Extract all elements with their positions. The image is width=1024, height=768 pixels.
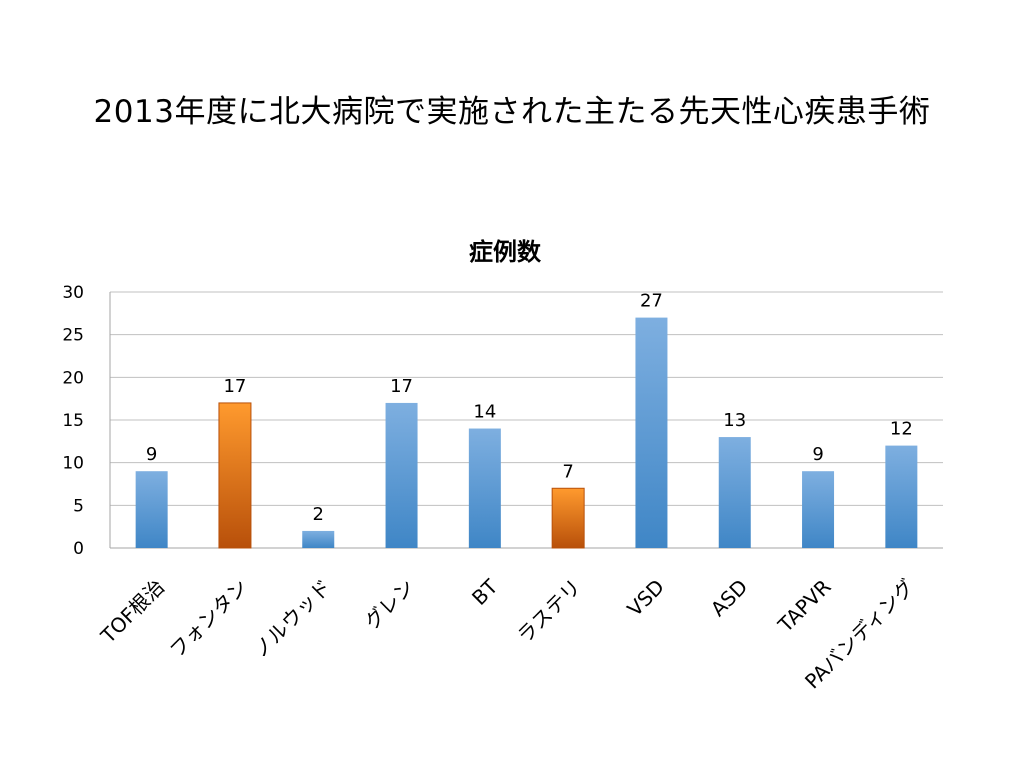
- data-label: 17: [223, 376, 246, 397]
- y-tick-label: 30: [62, 283, 84, 303]
- data-label: 27: [640, 291, 663, 312]
- y-tick-label: 20: [62, 368, 84, 388]
- x-tick-label: ASD: [706, 575, 753, 622]
- chart-title: 症例数: [469, 238, 542, 266]
- bar-3: [302, 530, 335, 548]
- y-tick-label: 0: [73, 539, 84, 559]
- bar-4: [385, 402, 418, 548]
- y-tick-label: 15: [62, 411, 84, 431]
- x-tick-label: フォンタン: [165, 575, 253, 663]
- bar-6: [551, 487, 585, 549]
- bar-8: [718, 437, 751, 548]
- data-label: 14: [473, 402, 496, 423]
- bar-1: [135, 471, 168, 548]
- y-axis-ticks: 0 5 10 15 20 25 30: [62, 283, 84, 559]
- data-label: 12: [890, 419, 913, 440]
- data-label: 9: [812, 444, 823, 465]
- bar-7: [635, 317, 668, 548]
- x-tick-label: グレン: [360, 575, 419, 634]
- bar-2: [218, 402, 252, 549]
- y-tick-label: 5: [73, 496, 84, 516]
- y-tick-label: 25: [62, 326, 84, 346]
- data-label: 2: [313, 504, 324, 525]
- bar-5: [468, 428, 501, 548]
- y-tick-label: 10: [62, 454, 84, 474]
- data-labels: 9 17 2 17 14 7 27 13 9 12: [146, 291, 913, 525]
- x-tick-label: BT: [467, 574, 503, 610]
- data-label: 9: [146, 444, 157, 465]
- slide-title: 2013年度に北大病院で実施された主たる先天性心疾患手術: [93, 94, 931, 130]
- bar-9: [802, 471, 835, 548]
- x-tick-label: TAPVR: [773, 574, 836, 637]
- x-tick-label: TOF根治: [95, 575, 169, 649]
- bar-10: [885, 445, 918, 548]
- x-tick-label: ラステリ: [512, 575, 585, 648]
- bars: [135, 317, 918, 549]
- x-tick-label: VSD: [622, 575, 669, 622]
- data-label: 7: [562, 461, 573, 482]
- data-label: 17: [390, 376, 413, 397]
- data-label: 13: [723, 410, 746, 431]
- x-tick-label: ノルウッド: [248, 575, 336, 663]
